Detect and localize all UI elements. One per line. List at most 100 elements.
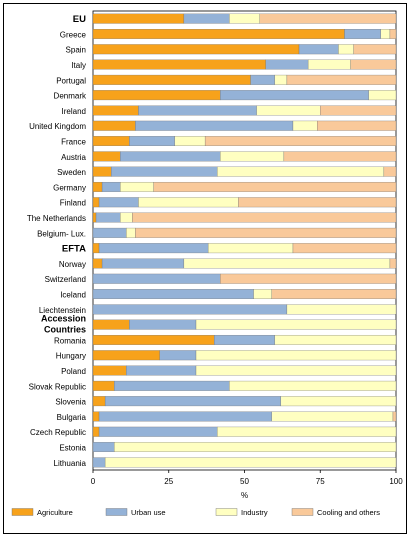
bar-romania-industry xyxy=(274,334,397,345)
row-label-belgium-lux: Belgium- Lux. xyxy=(37,229,86,238)
bar-slovenia-industry xyxy=(280,396,397,407)
x-tick-label-0: 0 xyxy=(91,477,96,486)
bar-spain-agriculture xyxy=(92,44,300,55)
row-label-finland: Finland xyxy=(60,199,86,208)
bar-ireland-agriculture xyxy=(92,105,139,116)
bar-iceland-urban-use xyxy=(92,289,254,300)
bar-czech-republic-industry xyxy=(217,426,397,437)
row-label-accession-countries-1: Accession xyxy=(41,314,86,324)
bar-austria-agriculture xyxy=(92,151,121,162)
row-label-greece: Greece xyxy=(60,30,87,39)
x-tick-label-100: 100 xyxy=(389,477,403,486)
bar-estonia-industry xyxy=(114,442,397,453)
bar-france-industry xyxy=(174,136,206,147)
bar-accession-countries-agriculture xyxy=(92,319,130,330)
bar-slovak-republic-urban-use xyxy=(114,380,230,391)
bar-hungary-industry xyxy=(195,350,397,361)
bar-the-netherlands-urban-use xyxy=(95,212,121,223)
bar-iceland-industry xyxy=(253,289,272,300)
bar-slovak-republic-agriculture xyxy=(92,380,115,391)
row-label-portugal: Portugal xyxy=(56,76,86,85)
bar-austria-cooling-and-others xyxy=(283,151,397,162)
row-label-switzerland: Switzerland xyxy=(45,275,86,284)
bar-germany-urban-use xyxy=(101,181,121,192)
x-axis-label: % xyxy=(241,491,248,500)
row-label-hungary: Hungary xyxy=(56,352,86,361)
bar-estonia-urban-use xyxy=(92,442,115,453)
bar-norway-cooling-and-others xyxy=(389,258,397,269)
row-label-czech-republic: Czech Republic xyxy=(30,428,86,437)
x-tick-label-25: 25 xyxy=(164,477,173,486)
row-label-poland: Poland xyxy=(61,367,86,376)
bar-austria-industry xyxy=(220,151,285,162)
bar-united-kingdom-industry xyxy=(292,120,318,131)
bar-the-netherlands-cooling-and-others xyxy=(132,212,397,223)
row-label-france: France xyxy=(61,137,86,146)
bar-the-netherlands-industry xyxy=(120,212,133,223)
bar-portugal-cooling-and-others xyxy=(286,74,397,85)
bar-sweden-cooling-and-others xyxy=(383,166,397,177)
water-use-chart: EU Greece Spain Italy Portugal Denmark Ireland… xyxy=(11,10,403,517)
bar-germany-industry xyxy=(120,181,154,192)
bar-greece-agriculture xyxy=(92,28,345,39)
bar-bulgaria-industry xyxy=(271,411,394,422)
bar-ireland-cooling-and-others xyxy=(320,105,397,116)
bar-romania-urban-use xyxy=(214,334,275,345)
legend-label-urban-use: Urban use xyxy=(131,508,166,517)
bar-efta-industry xyxy=(207,243,294,254)
bar-eu-cooling-and-others xyxy=(259,13,397,24)
bar-ireland-urban-use xyxy=(138,105,257,116)
bar-italy-agriculture xyxy=(92,59,266,70)
bar-norway-agriculture xyxy=(92,258,103,269)
bar-finland-agriculture xyxy=(92,197,100,208)
row-labels-group: EU Greece Spain Italy Portugal Denmark Ireland… xyxy=(27,14,87,468)
row-label-the-netherlands: The Netherlands xyxy=(27,214,86,223)
bar-bulgaria-cooling-and-others xyxy=(392,411,397,422)
bar-lithuania-industry xyxy=(104,457,397,468)
bar-spain-cooling-and-others xyxy=(353,44,397,55)
bar-denmark-industry xyxy=(368,90,397,101)
bar-finland-urban-use xyxy=(98,197,139,208)
bar-united-kingdom-cooling-and-others xyxy=(317,120,397,131)
bar-united-kingdom-urban-use xyxy=(135,120,294,131)
bar-norway-industry xyxy=(183,258,391,269)
bar-the-netherlands-agriculture xyxy=(92,212,97,223)
bar-portugal-industry xyxy=(274,74,288,85)
bar-hungary-agriculture xyxy=(92,350,160,361)
bar-eu-agriculture xyxy=(92,13,185,24)
row-label-germany: Germany xyxy=(53,183,86,192)
bar-efta-urban-use xyxy=(98,243,209,254)
bar-hungary-urban-use xyxy=(159,350,197,361)
bar-portugal-agriculture xyxy=(92,74,251,85)
legend-label-cooling-and-others: Cooling and others xyxy=(317,508,380,517)
legend: Agriculture Urban use Industry Cooling and … xyxy=(11,508,380,517)
legend-label-industry: Industry xyxy=(241,508,268,517)
bar-belgium-lux-urban-use xyxy=(92,227,127,238)
bar-finland-cooling-and-others xyxy=(238,197,397,208)
bar-greece-industry xyxy=(380,28,391,39)
bar-spain-industry xyxy=(338,44,354,55)
legend-swatch-cooling-and-others xyxy=(291,508,314,516)
bar-united-kingdom-agriculture xyxy=(92,120,136,131)
bar-france-agriculture xyxy=(92,136,130,147)
bar-portugal-urban-use xyxy=(250,74,275,85)
plot-border xyxy=(92,10,397,471)
bar-eu-urban-use xyxy=(183,13,230,24)
bar-efta-cooling-and-others xyxy=(292,243,397,254)
x-tick-label-75: 75 xyxy=(316,477,325,486)
row-label-italy: Italy xyxy=(71,61,86,70)
bar-sweden-urban-use xyxy=(111,166,218,177)
bar-germany-cooling-and-others xyxy=(153,181,397,192)
bar-denmark-urban-use xyxy=(220,90,369,101)
row-label-liechtenstein: Liechtenstein xyxy=(39,306,86,315)
row-label-sweden: Sweden xyxy=(57,168,86,177)
bar-poland-agriculture xyxy=(92,365,127,376)
bar-slovak-republic-industry xyxy=(229,380,397,391)
bar-belgium-lux-industry xyxy=(126,227,136,238)
bar-greece-urban-use xyxy=(344,28,381,39)
bar-iceland-cooling-and-others xyxy=(271,289,397,300)
bar-liechtenstein-industry xyxy=(286,304,397,315)
bar-ireland-industry xyxy=(256,105,321,116)
row-label-eu: EU xyxy=(73,14,86,25)
bar-italy-industry xyxy=(307,59,351,70)
